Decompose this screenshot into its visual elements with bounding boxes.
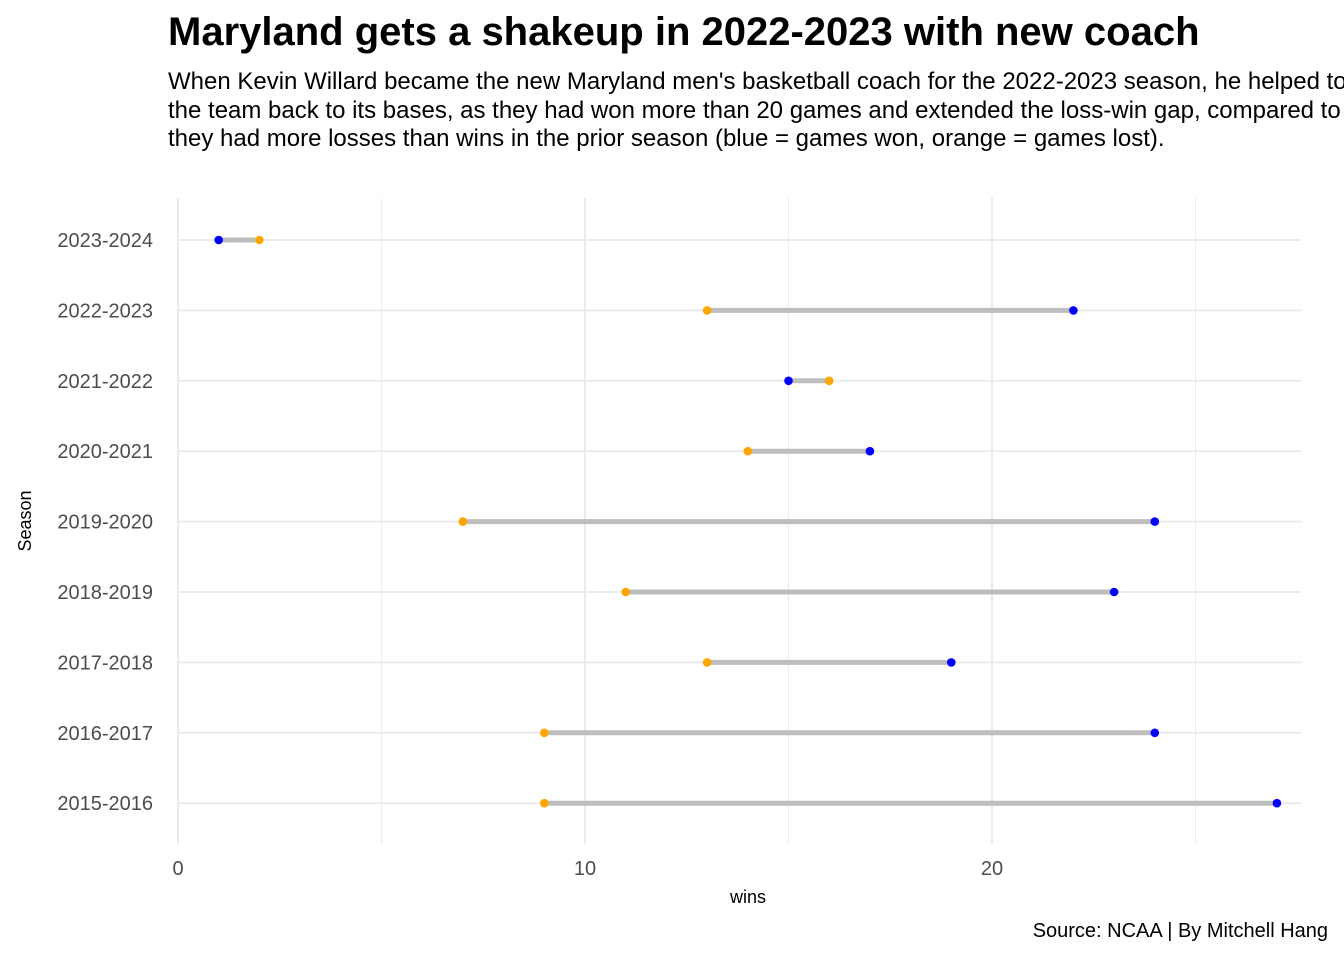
wins-point	[1272, 798, 1282, 808]
losses-point	[458, 517, 468, 526]
x-tick-label: 0	[172, 858, 183, 880]
y-tick-label: 2018-2019	[57, 582, 153, 604]
x-tick-label: 10	[574, 858, 596, 880]
y-tick-label: 2021-2022	[57, 371, 153, 393]
losses-point	[255, 235, 264, 245]
y-tick-label: 2016-2017	[57, 723, 153, 745]
wins-point	[865, 446, 875, 456]
x-axis-title: wins	[729, 887, 766, 907]
chart-title: Maryland gets a shakeup in 2022-2023 wit…	[168, 10, 1200, 54]
losses-point	[702, 658, 712, 667]
header-area: Maryland gets a shakeup in 2022-2023 wit…	[0, 0, 1344, 190]
y-tick-label: 2023-2024	[57, 230, 153, 252]
data-points	[214, 235, 1282, 808]
x-tick-label: 20	[981, 858, 1003, 880]
wins-point	[1150, 728, 1160, 738]
losses-point	[540, 798, 549, 808]
axis-labels: 0 10 20 2015-2016 2016-2017 2017-2018 2018-201…	[15, 230, 1003, 907]
source-caption: Source: NCAA | By Mitchell Hang	[1032, 920, 1328, 942]
y-tick-label: 2015-2016	[57, 793, 153, 815]
wins-point	[214, 235, 223, 245]
wins-point	[784, 376, 793, 386]
losses-point	[824, 376, 834, 386]
wins-point	[1109, 587, 1119, 597]
wins-point	[947, 658, 956, 667]
wins-point	[1069, 306, 1078, 315]
losses-point	[743, 446, 753, 456]
y-tick-label: 2019-2020	[57, 512, 153, 534]
dumbbell-segments	[218, 237, 1277, 806]
losses-point	[540, 728, 549, 738]
y-tick-label: 2022-2023	[57, 300, 153, 322]
chart-subtitle: When Kevin Willard became the new Maryla…	[168, 68, 1344, 152]
y-tick-label: 2017-2018	[57, 652, 153, 674]
y-tick-label: 2020-2021	[57, 441, 153, 463]
losses-point	[621, 587, 630, 597]
losses-point	[702, 306, 712, 315]
wins-point	[1150, 517, 1160, 526]
y-axis-title: Season	[15, 490, 35, 551]
